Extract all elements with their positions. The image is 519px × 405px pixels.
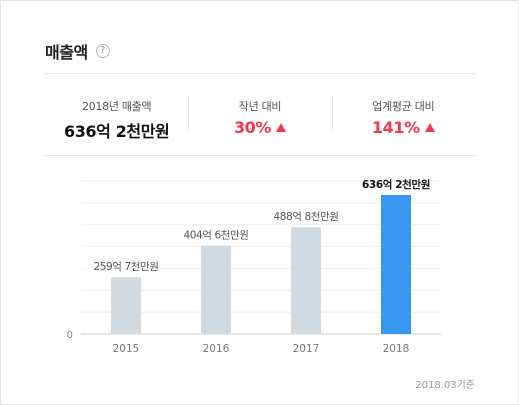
stat-label: 업계평균 대비 <box>372 100 435 113</box>
bar-2017 <box>291 227 321 334</box>
bar-2015 <box>111 277 141 334</box>
stat-value: 636억 2천만원 <box>63 122 170 141</box>
stat-vs-industry: 업계평균 대비 141% <box>331 74 475 155</box>
stat-value-text: 30% <box>233 118 272 137</box>
up-triangle-icon <box>424 123 435 132</box>
stat-value-up: 30% <box>233 118 287 137</box>
up-triangle-icon <box>276 123 287 132</box>
summary-stats: 2018년 매출액 636억 2천만원 작년 대비 30% 업계평균 대비 14… <box>45 74 475 155</box>
stat-label: 2018년 매출액 <box>82 100 152 113</box>
x-tick-label: 2016 <box>203 343 230 355</box>
stat-value-up: 141% <box>372 118 435 137</box>
bar-value-label: 636억 2천만원 <box>362 178 430 191</box>
stat-yoy: 작년 대비 30% <box>188 74 331 155</box>
x-tick-label: 2018 <box>383 343 410 355</box>
stat-value-text: 141% <box>371 118 420 137</box>
divider-top <box>45 73 475 74</box>
divider-bottom <box>45 155 475 156</box>
stat-revenue-2018: 2018년 매출액 636억 2천만원 <box>45 74 188 155</box>
bar-value-label: 404억 6천만원 <box>183 230 248 242</box>
x-tick-label: 2017 <box>293 343 320 355</box>
bar-value-label: 488억 8천만원 <box>273 211 338 223</box>
bar-value-label: 259억 7천만원 <box>93 261 158 273</box>
x-tick-label: 2015 <box>113 343 140 355</box>
card-header: 매출액 ? <box>45 39 110 63</box>
help-icon[interactable]: ? <box>95 44 110 58</box>
bar-2016 <box>201 245 231 334</box>
footnote: 2018.03기준 <box>415 380 475 391</box>
card-title: 매출액 <box>45 43 88 62</box>
y-tick-label: 0 <box>67 330 73 341</box>
revenue-bar-chart: 0 259억 7천만원 2015 404억 6천만원 2016 488억 8천만원 2017… <box>67 178 441 355</box>
bar-2018 <box>381 194 411 334</box>
stat-label: 작년 대비 <box>238 100 282 113</box>
